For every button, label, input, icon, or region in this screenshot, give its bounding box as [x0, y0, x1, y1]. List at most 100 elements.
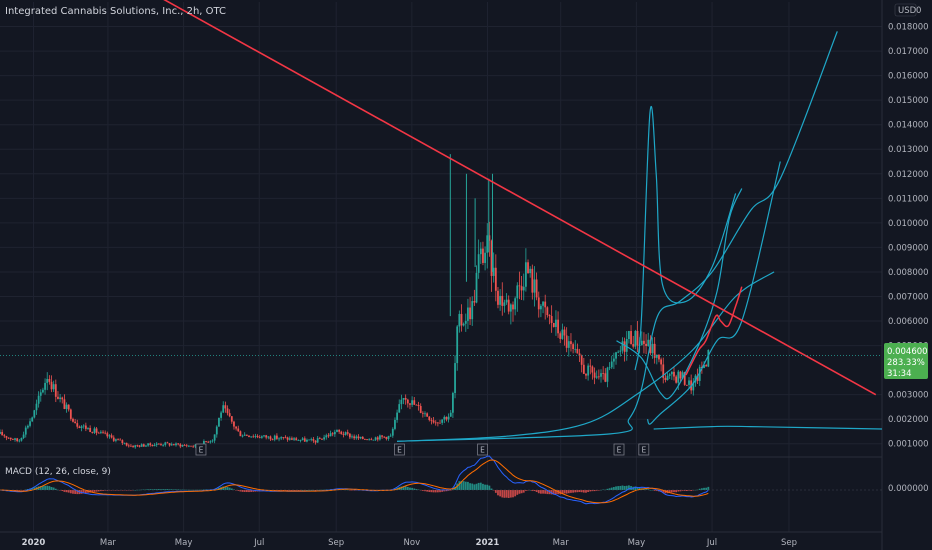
macd-histogram-bar — [424, 490, 426, 492]
candle — [462, 322, 465, 327]
candle-body — [490, 240, 493, 276]
candle — [260, 435, 263, 439]
candle — [404, 394, 407, 405]
candle — [42, 387, 44, 394]
candle — [432, 417, 435, 424]
macd-histogram-bar — [497, 490, 499, 496]
projection-curve — [616, 188, 743, 400]
candle — [685, 384, 688, 386]
macd-histogram-bar — [507, 490, 510, 498]
candle-body — [557, 319, 559, 334]
macd-histogram-bar — [160, 489, 162, 490]
currency-badge[interactable] — [894, 3, 917, 17]
candle-body — [664, 377, 667, 381]
candle — [604, 368, 607, 383]
candle-body — [160, 444, 162, 446]
candle — [546, 306, 549, 318]
candle — [376, 436, 379, 442]
candle-body — [707, 350, 710, 367]
earnings-marker[interactable] — [195, 443, 207, 456]
time-axis[interactable]: 2020 Mar May Jul Sep Nov 2021 Mar May Jul Sep — [22, 538, 797, 548]
candle — [381, 435, 383, 439]
candle-body — [608, 367, 611, 369]
macd-histogram-bar — [228, 487, 231, 490]
candle — [550, 305, 553, 333]
trendline[interactable] — [146, 0, 877, 396]
macd-histogram-bar — [606, 488, 609, 490]
macd-histogram-bar — [76, 490, 79, 495]
macd-histogram-bar — [106, 490, 109, 491]
candle — [516, 282, 519, 312]
macd-histogram-bar — [625, 485, 628, 490]
candle-body — [42, 389, 44, 393]
candle-body — [29, 421, 31, 426]
candle-body — [673, 371, 675, 377]
candle — [413, 397, 416, 405]
candle — [312, 436, 315, 443]
candle — [383, 436, 386, 439]
candle-body — [183, 445, 186, 446]
candle — [44, 378, 46, 395]
macd-pane[interactable] — [0, 455, 882, 505]
candle-body — [31, 417, 34, 422]
candle-body — [213, 434, 216, 441]
macd-histogram-bar — [61, 490, 64, 492]
candle — [600, 369, 602, 383]
macd-histogram-bar — [505, 490, 508, 498]
price-axis-label: 0.001000 — [888, 440, 929, 450]
candle-body — [273, 435, 276, 440]
candle-body — [658, 354, 660, 360]
candle — [5, 435, 8, 441]
candle-body — [396, 412, 398, 420]
earnings-marker-label: E — [617, 446, 622, 455]
candle — [389, 433, 392, 437]
candle — [555, 310, 557, 336]
candle — [580, 354, 583, 373]
candle — [134, 444, 137, 449]
candle — [267, 436, 270, 440]
candle-body — [97, 432, 100, 434]
candle — [245, 434, 248, 437]
macd-histogram-bar — [688, 490, 690, 491]
candle-body — [688, 380, 690, 385]
candle-body — [93, 428, 96, 433]
candle-body — [102, 431, 104, 433]
macd-histogram-bar — [50, 487, 53, 490]
candle-body — [705, 365, 708, 367]
candle — [417, 401, 420, 411]
candle — [514, 296, 517, 316]
candle-body — [636, 330, 639, 346]
macd-histogram-bar — [441, 490, 444, 492]
earnings-marker[interactable] — [638, 443, 650, 456]
candle — [27, 424, 29, 430]
macd-histogram-bar — [250, 490, 253, 492]
candle-body — [430, 419, 433, 421]
candle — [273, 434, 276, 442]
earnings-marker[interactable] — [613, 443, 625, 456]
candle — [151, 444, 154, 447]
candle — [333, 429, 336, 437]
candle-body — [235, 426, 238, 429]
candle — [301, 437, 304, 441]
candle-body — [353, 436, 356, 439]
candle-body — [409, 403, 411, 405]
macd-histogram-bar — [248, 490, 250, 493]
macd-histogram-bar — [649, 489, 652, 491]
macd-histogram-bar — [681, 490, 684, 491]
candle — [421, 411, 424, 418]
candle — [529, 266, 532, 278]
candle-body — [555, 319, 557, 327]
price-axis[interactable]: 0.018000 0.017000 0.016000 0.015000 0.014000… — [888, 23, 929, 450]
earnings-marker[interactable] — [477, 443, 488, 456]
macd-histogram-bar — [486, 484, 489, 490]
macd-histogram-bar — [121, 490, 124, 491]
candle — [1, 429, 4, 436]
candle-body — [436, 422, 439, 424]
macd-histogram-bar — [115, 490, 117, 491]
candle — [385, 436, 388, 441]
earnings-marker[interactable] — [394, 443, 405, 456]
macd-histogram-bar — [673, 490, 675, 493]
candle — [402, 397, 405, 405]
candle — [112, 435, 115, 443]
